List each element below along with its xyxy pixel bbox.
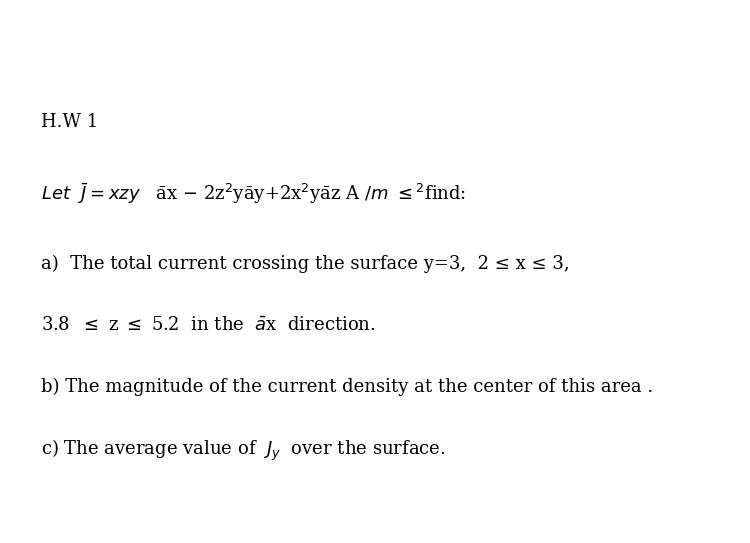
Text: 3.8  $\leq$ z $\leq$ 5.2  in the  $\bar{a}$x  direction.: 3.8 $\leq$ z $\leq$ 5.2 in the $\bar{a}$…	[41, 316, 376, 334]
Text: a)  The total current crossing the surface y=3,  2 ≤ x ≤ 3,: a) The total current crossing the surfac…	[41, 254, 570, 273]
Text: $\it{Let}$  $\it{\bar{J}}$$\it{=xzy}$   $\mathregular{\bar{a}}$x $-$ 2z$^2$y$\ma: $\it{Let}$ $\it{\bar{J}}$$\it{=xzy}$ $\m…	[41, 182, 466, 206]
Text: c) The average value of  $\it{J}_y$  over the surface.: c) The average value of $\it{J}_y$ over …	[41, 438, 446, 463]
Text: b) The magnitude of the current density at the center of this area .: b) The magnitude of the current density …	[41, 377, 654, 396]
Text: H.W 1: H.W 1	[41, 113, 99, 131]
